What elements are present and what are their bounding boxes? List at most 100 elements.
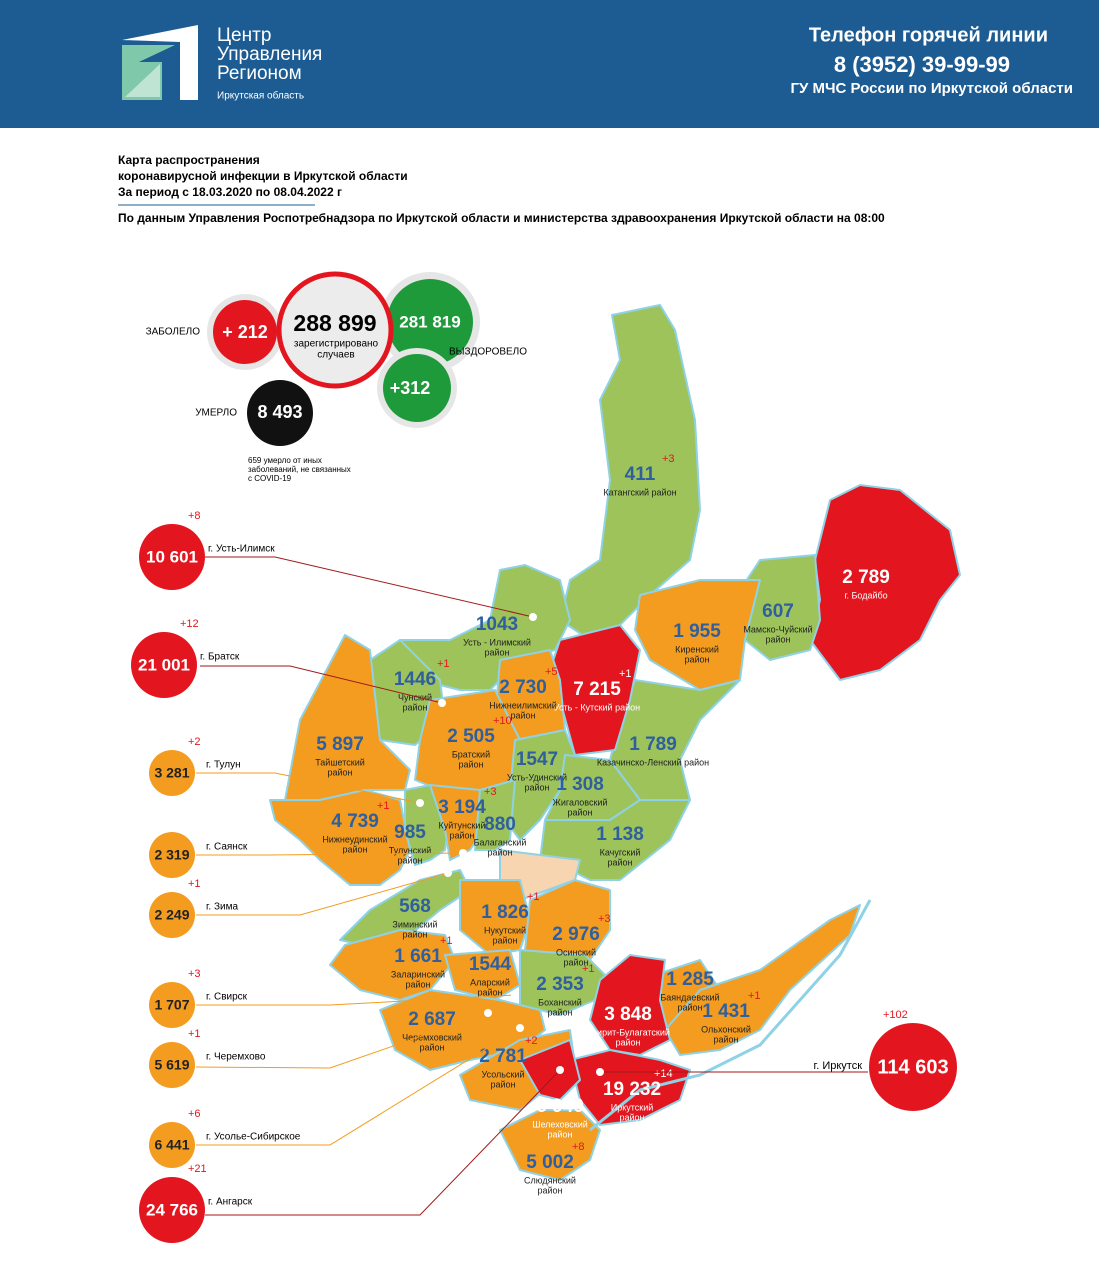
district-value: 2 730 [499,677,547,698]
district-value: 2 505 [447,726,495,747]
district-value: 1547 [516,749,558,770]
city-name: г. Зима [206,902,238,913]
intro-title: Карта распространения [118,153,260,167]
district-name: район [524,782,549,792]
map-region [589,954,671,1056]
recovered-new: +312 [390,378,431,398]
recovered-label: ВЫЗДОРОВЕЛО [449,347,527,358]
city-delta: +102 [883,1009,908,1021]
leader-line [205,556,534,618]
city-bubble [149,750,195,796]
district-value: 3 848 [604,1004,652,1025]
district-value: 5 002 [526,1152,574,1173]
district-value: 5 897 [316,734,364,755]
city-delta: +2 [188,736,201,748]
district-delta: +5 [545,666,558,678]
leader-line [196,872,449,916]
district-delta: +14 [654,1068,673,1080]
district-name: Эхирит-Булагатский [586,1027,670,1037]
district-delta: +1 [440,935,453,947]
district-delta: +1 [619,668,632,680]
district-name: район [484,647,509,657]
city-delta: +1 [188,878,201,890]
district-name: Киренский [675,644,719,654]
leader-dot [459,849,467,857]
city-value: 2 249 [154,907,189,923]
city-value: 114 603 [877,1056,948,1078]
died-label: УМЕРЛО [195,408,237,419]
leader-line [195,1012,489,1069]
district-name: Усть - Илимский [463,637,531,647]
hotline-org: ГУ МЧС России по Иркутской области [791,80,1073,97]
city-delta: +1 [188,1028,201,1040]
district-value: 607 [762,601,794,622]
district-name: Боханский [538,997,582,1007]
city-name: г. Свирск [206,992,248,1003]
map [269,304,961,1181]
city-value: 2 319 [154,847,189,863]
district-delta: +8 [572,1141,585,1153]
city-value: 10 601 [146,547,198,566]
district-name: Братский [452,749,490,759]
died-note: с COVID-19 [248,474,292,483]
district-name: Куйтунский [439,820,486,830]
district-name: Иркутский [611,1102,654,1112]
map-region [474,779,516,851]
leader-line [196,772,421,804]
district-name: район [405,979,430,989]
sick-new: + 212 [222,322,268,342]
city-name: г. Иркутск [814,1060,863,1072]
district-delta: +3 [484,786,497,798]
died-value: 8 493 [257,402,302,422]
city-name: г. Усолье-Сибирское [206,1131,301,1143]
district-name: район [342,844,367,854]
district-value: 2 789 [842,567,890,588]
district-name: район [458,759,483,769]
city-bubble [149,1122,195,1168]
total-bubble [276,271,394,389]
city-name: г. Тулун [206,760,241,771]
sick-new-bubble [213,300,277,364]
intro-source: По данным Управления Роспотребнадзора по… [118,211,885,225]
district-delta: +2 [525,1035,538,1047]
district-name: район [402,929,427,939]
city-bubble [149,892,195,938]
district-name: Усольский [482,1069,525,1079]
leader-dot [529,613,537,621]
map-region [444,949,521,1001]
city-bubble [149,832,195,878]
district-delta: +1 [527,891,540,903]
total-caption: случаев [317,350,354,361]
district-name: район [765,634,790,644]
leader-line [200,665,443,704]
leader-dot [516,1024,524,1032]
district-name: Слюдянский [524,1175,576,1185]
city-name: г. Братск [200,652,240,663]
district-name: Тулунский [389,845,432,855]
hotline-phone: 8 (3952) 39-99-99 [834,52,1010,77]
died-bubble [247,380,313,446]
district-name: Усть-Удинский [507,772,567,782]
district-name: Ольхонский [701,1024,751,1034]
district-name: Шелеховский [532,1119,588,1129]
city-name: г. Саянск [206,842,248,853]
district-value: 1 285 [666,969,714,990]
district-name: район [477,987,502,997]
total-caption: зарегистрировано [294,339,379,350]
city-delta: +8 [188,510,201,522]
district-name: Казачинско-Ленский район [597,757,709,767]
district-name: Нукутский [484,925,526,935]
district-name: Черемховский [402,1032,462,1042]
map-region [809,484,961,681]
district-name: Баяндаевский [660,992,719,1002]
city-bubble [869,1023,957,1111]
district-value: 1 431 [702,1001,750,1022]
district-name: район [567,807,592,817]
district-name: Осинский [556,947,596,957]
district-value: 880 [484,814,516,835]
leader-dot [444,869,452,877]
totals: ЗАБОЛЕЛО + 212 288 899 зарегистрировано … [146,271,527,483]
district-name: район [547,1007,572,1017]
hotline-title: Телефон горячей линии [809,24,1048,46]
